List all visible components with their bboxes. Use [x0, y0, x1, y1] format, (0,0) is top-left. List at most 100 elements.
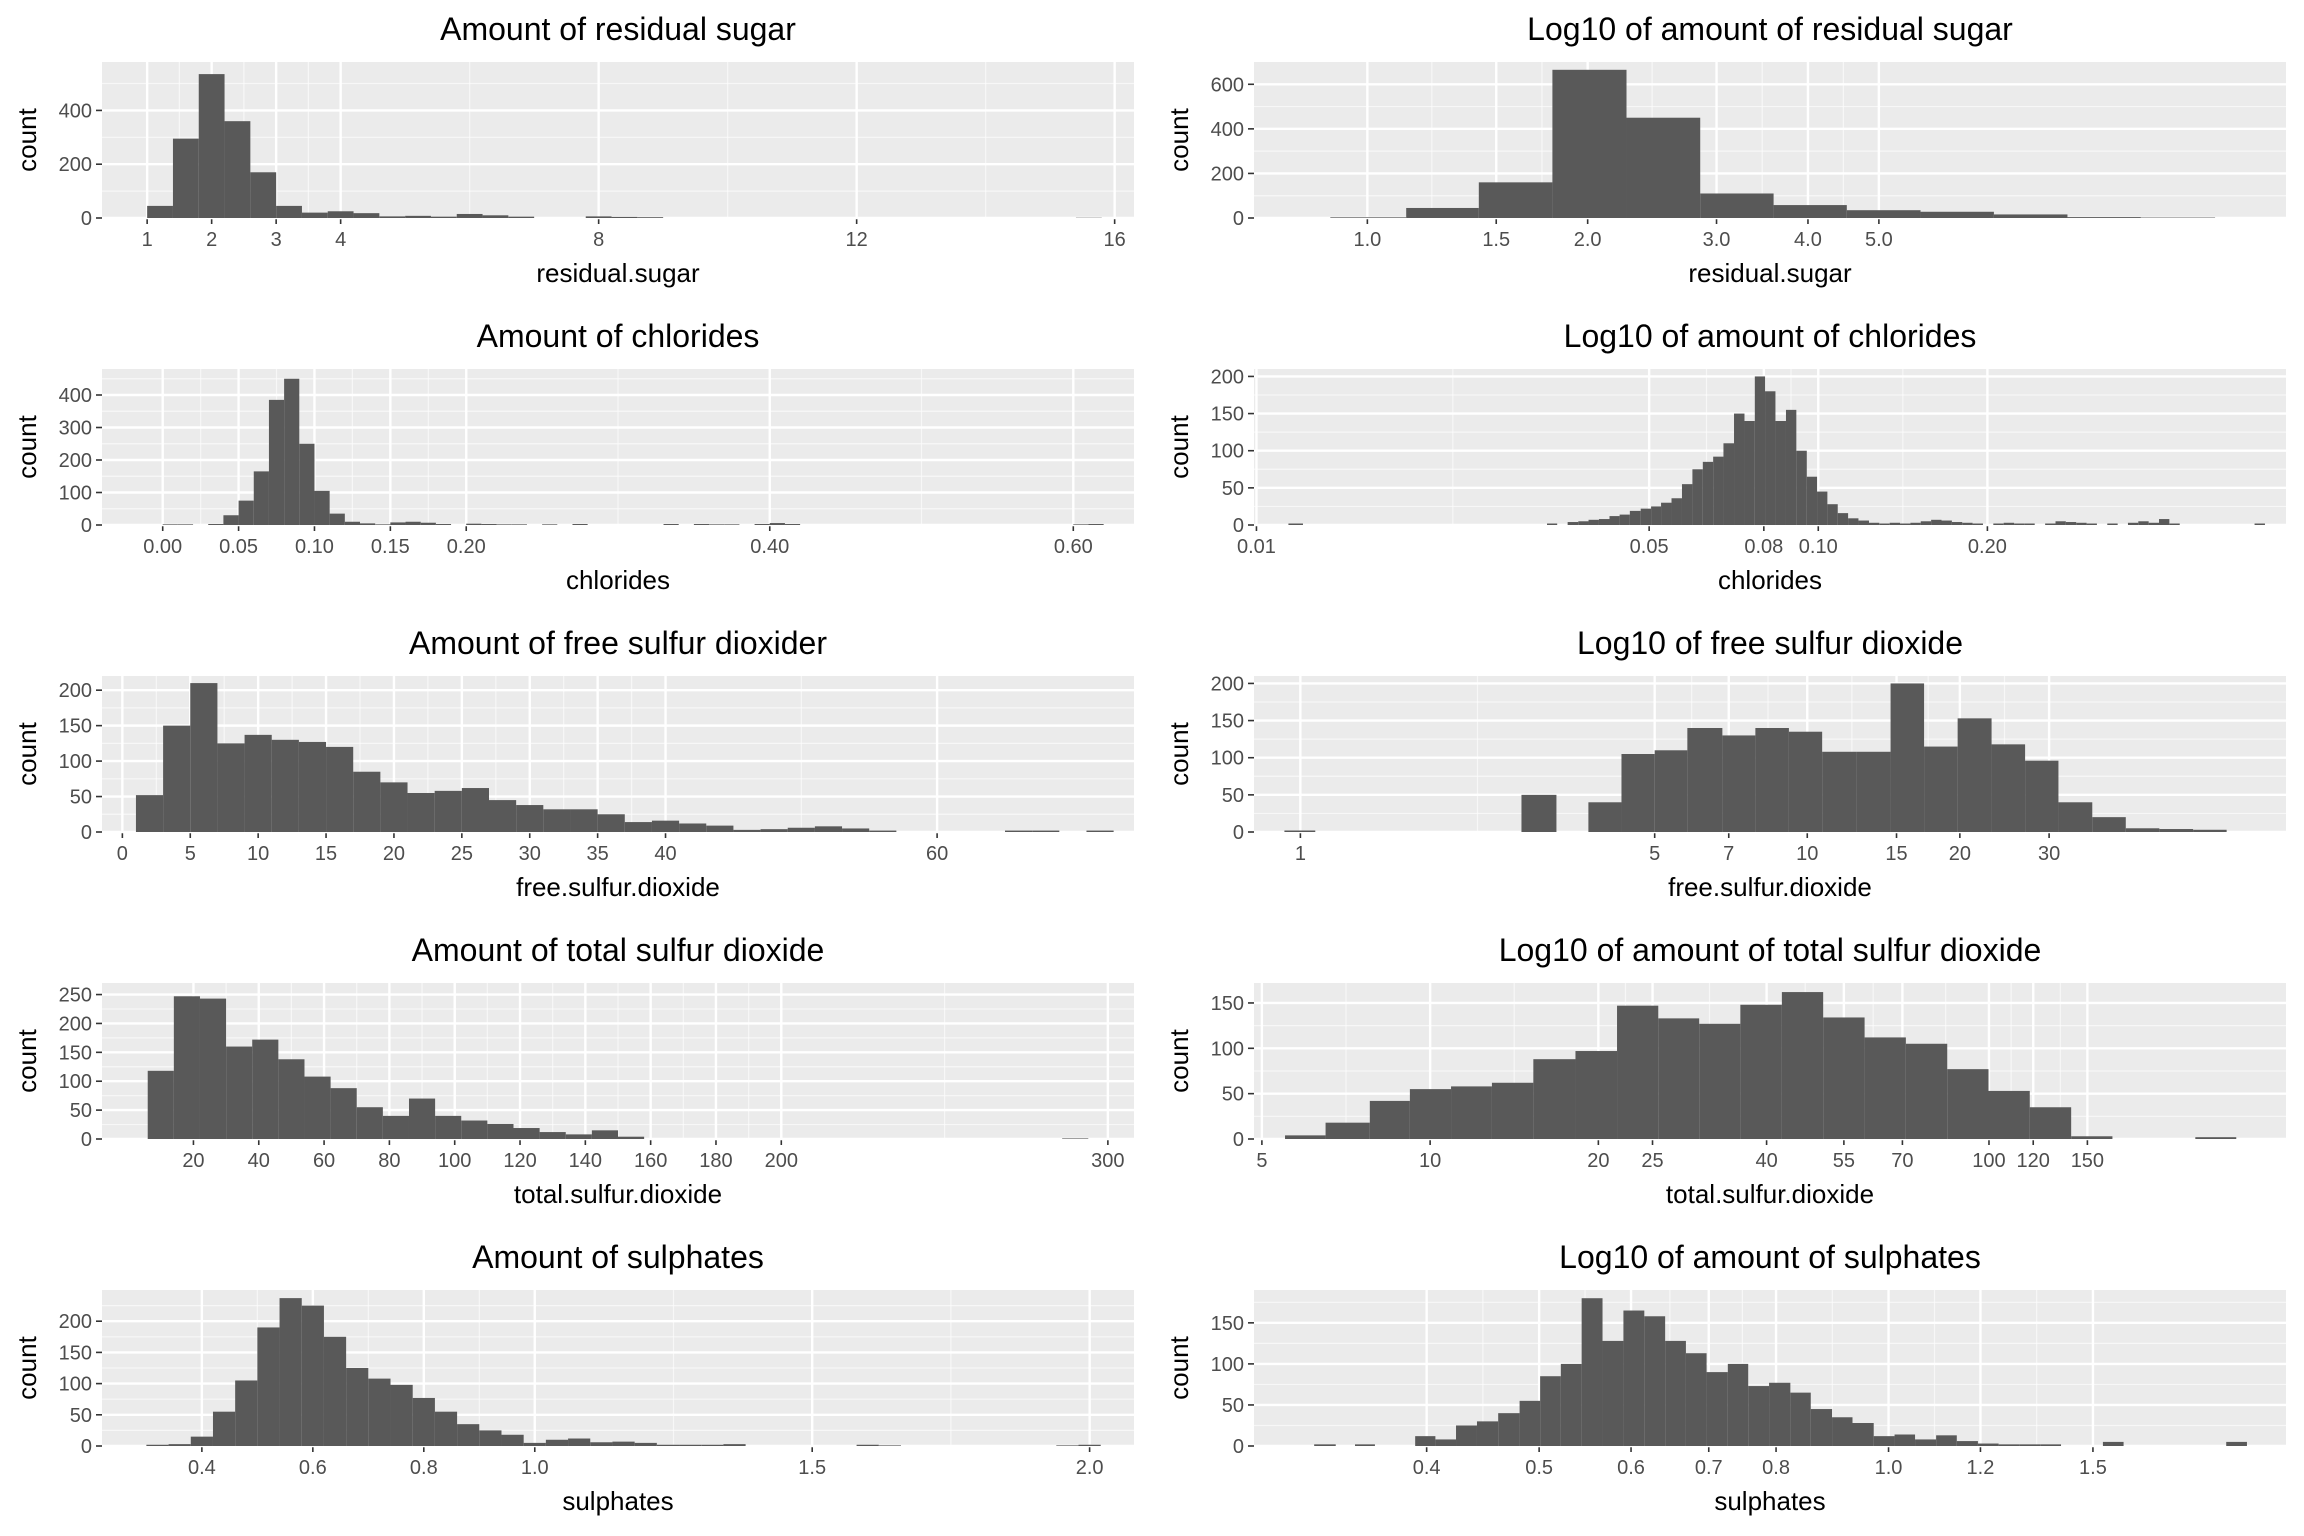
chart-7-bar-12 [1781, 992, 1824, 1139]
chart-3-bar-33 [1889, 522, 1901, 525]
chart-3-bar-55 [2159, 519, 2170, 525]
chart-7-x-tick-label-150: 150 [2071, 1150, 2104, 1172]
chart-2-bar-22 [542, 524, 558, 525]
chart-4-y-tick-label-100: 100 [59, 751, 92, 773]
chart-5-bar-9 [1822, 751, 1857, 832]
chart-6-x-axis-label: total.sulfur.dioxide [514, 1179, 722, 1209]
chart-8-title: Amount of sulphates [472, 1239, 764, 1275]
chart-5-bar-17 [2092, 817, 2126, 832]
chart-9-x-tick-label-1-2: 1.2 [1967, 1457, 1995, 1479]
chart-7-x-tick-label-120: 120 [2017, 1150, 2050, 1172]
chart-4-bar-13 [489, 800, 517, 832]
chart-3-bar-9 [1640, 508, 1652, 525]
chart-0-bar-4 [250, 172, 277, 218]
chart-6-bar-16 [565, 1134, 592, 1139]
chart-1-y-tick-label-400: 400 [1211, 119, 1244, 141]
chart-4-x-tick-label-5: 5 [185, 843, 196, 865]
chart-9-bar-34 [2226, 1441, 2247, 1446]
chart-8-x-tick-label-1: 1.0 [521, 1457, 549, 1479]
chart-9-x-tick-label-0-8: 0.8 [1762, 1457, 1790, 1479]
chart-6-y-tick-label-100: 100 [59, 1071, 92, 1093]
chart-8-bar-29 [1056, 1445, 1079, 1446]
chart-4-x-tick-label-30: 30 [519, 843, 541, 865]
chart-5-bar-8 [1788, 731, 1823, 832]
chart-8-bar-27 [856, 1444, 879, 1446]
chart-0-x-tick-label-4: 4 [335, 229, 346, 251]
chart-5-bar-20 [2193, 829, 2227, 832]
chart-9-y-axis-label: count [1164, 1335, 1194, 1399]
chart-4-bar-12 [461, 788, 489, 832]
chart-2-bar-7 [284, 378, 300, 525]
chart-8-x-axis-label: sulphates [562, 1486, 673, 1516]
chart-9-bar-29 [1977, 1443, 1999, 1446]
chart-2-x-tick-label-0-15: 0.15 [371, 536, 410, 558]
chart-4-x-tick-label-40: 40 [654, 843, 676, 865]
chart-6-y-tick-label-250: 250 [59, 985, 92, 1007]
chart-3-bar-45 [2024, 523, 2035, 525]
chart-2-bar-19 [481, 524, 497, 525]
chart-4-bar-21 [706, 825, 734, 832]
chart-8-x-tick-label-0-6: 0.6 [299, 1457, 327, 1479]
chart-2-bar-6 [268, 399, 285, 525]
chart-9-bar-6 [1498, 1413, 1520, 1446]
chart-3-bar-52 [2127, 522, 2139, 525]
chart-1-x-axis-label: residual.sugar [1688, 258, 1852, 288]
chart-3-x-tick-label-0-05: 0.05 [1630, 536, 1669, 558]
chart-7-bar-11 [1740, 1004, 1782, 1139]
chart-7-title: Log10 of amount of total sulfur dioxide [1499, 932, 2042, 968]
chart-0-x-tick-label-2: 2 [206, 229, 217, 251]
chart-5-bar-3 [1621, 754, 1655, 832]
chart-5-x-axis-label: free.sulfur.dioxide [1668, 872, 1872, 902]
chart-3-bar-50 [2086, 523, 2097, 525]
chart-6-bar-3 [226, 1046, 253, 1139]
chart-3-bar-35 [1910, 522, 1921, 525]
chart-4-bar-11 [434, 790, 462, 832]
chart-4-bar-5 [271, 739, 299, 832]
chart-5-bar-6 [1722, 735, 1756, 832]
chart-1-y-tick-label-0: 0 [1233, 208, 1244, 230]
chart-7-bar-7 [1575, 1051, 1618, 1139]
chart-3-bar-37 [1931, 519, 1942, 525]
chart-2-bar-24 [663, 524, 679, 525]
chart-6-y-tick-label-200: 200 [59, 1013, 92, 1035]
chart-9-bar-23 [1852, 1423, 1874, 1446]
chart-5-y-tick-label-200: 200 [1211, 673, 1244, 695]
chart-8-bar-6 [279, 1298, 302, 1446]
chart-2-bar-18 [466, 523, 482, 525]
chart-3-bar-34 [1900, 523, 1911, 525]
chart-3-y-tick-label-50: 50 [1222, 478, 1244, 500]
chart-2-bar-23 [572, 524, 588, 525]
chart-7-bar-1 [1325, 1122, 1370, 1139]
chart-4-bar-22 [733, 829, 761, 832]
chart-0-y-tick-label-200: 200 [59, 154, 92, 176]
chart-6-title: Amount of total sulfur dioxide [412, 932, 825, 968]
chart-0-x-tick-label-16: 16 [1104, 229, 1126, 251]
chart-9-bar-31 [2019, 1444, 2041, 1446]
chart-2-bar-30 [784, 524, 801, 525]
chart-8-y-axis-label: count [12, 1335, 42, 1399]
chart-4-bar-4 [244, 734, 272, 832]
chart-4-bar-1 [163, 725, 191, 832]
chart-2-y-tick-label-100: 100 [59, 483, 92, 505]
chart-6-y-tick-label-0: 0 [81, 1129, 92, 1151]
chart-9-bar-11 [1602, 1340, 1624, 1446]
chart-1-x-tick-label-3: 3.0 [1703, 229, 1731, 251]
chart-6-x-tick-label-60: 60 [313, 1150, 335, 1172]
chart-7-bar-19 [2071, 1136, 2113, 1139]
chart-8-bar-16 [501, 1434, 524, 1446]
chart-9-x-tick-label-0-6: 0.6 [1617, 1457, 1645, 1479]
chart-2-bar-17 [435, 524, 452, 525]
chart-4-bar-18 [624, 822, 652, 832]
chart-6-x-tick-label-40: 40 [248, 1150, 270, 1172]
chart-0-y-tick-label-400: 400 [59, 100, 92, 122]
chart-9-x-tick-label-1: 1.0 [1875, 1457, 1903, 1479]
chart-5-bar-7 [1755, 728, 1789, 832]
chart-2-bar-25 [693, 524, 710, 525]
chart-9-bar-13 [1644, 1316, 1666, 1446]
chart-2-x-tick-label-0-6: 0.60 [1054, 536, 1093, 558]
chart-3-bar-54 [2148, 522, 2160, 525]
chart-4-y-tick-label-50: 50 [70, 787, 92, 809]
chart-5-bar-15 [2025, 760, 2059, 832]
chart-3-bar-12 [1671, 498, 1682, 525]
